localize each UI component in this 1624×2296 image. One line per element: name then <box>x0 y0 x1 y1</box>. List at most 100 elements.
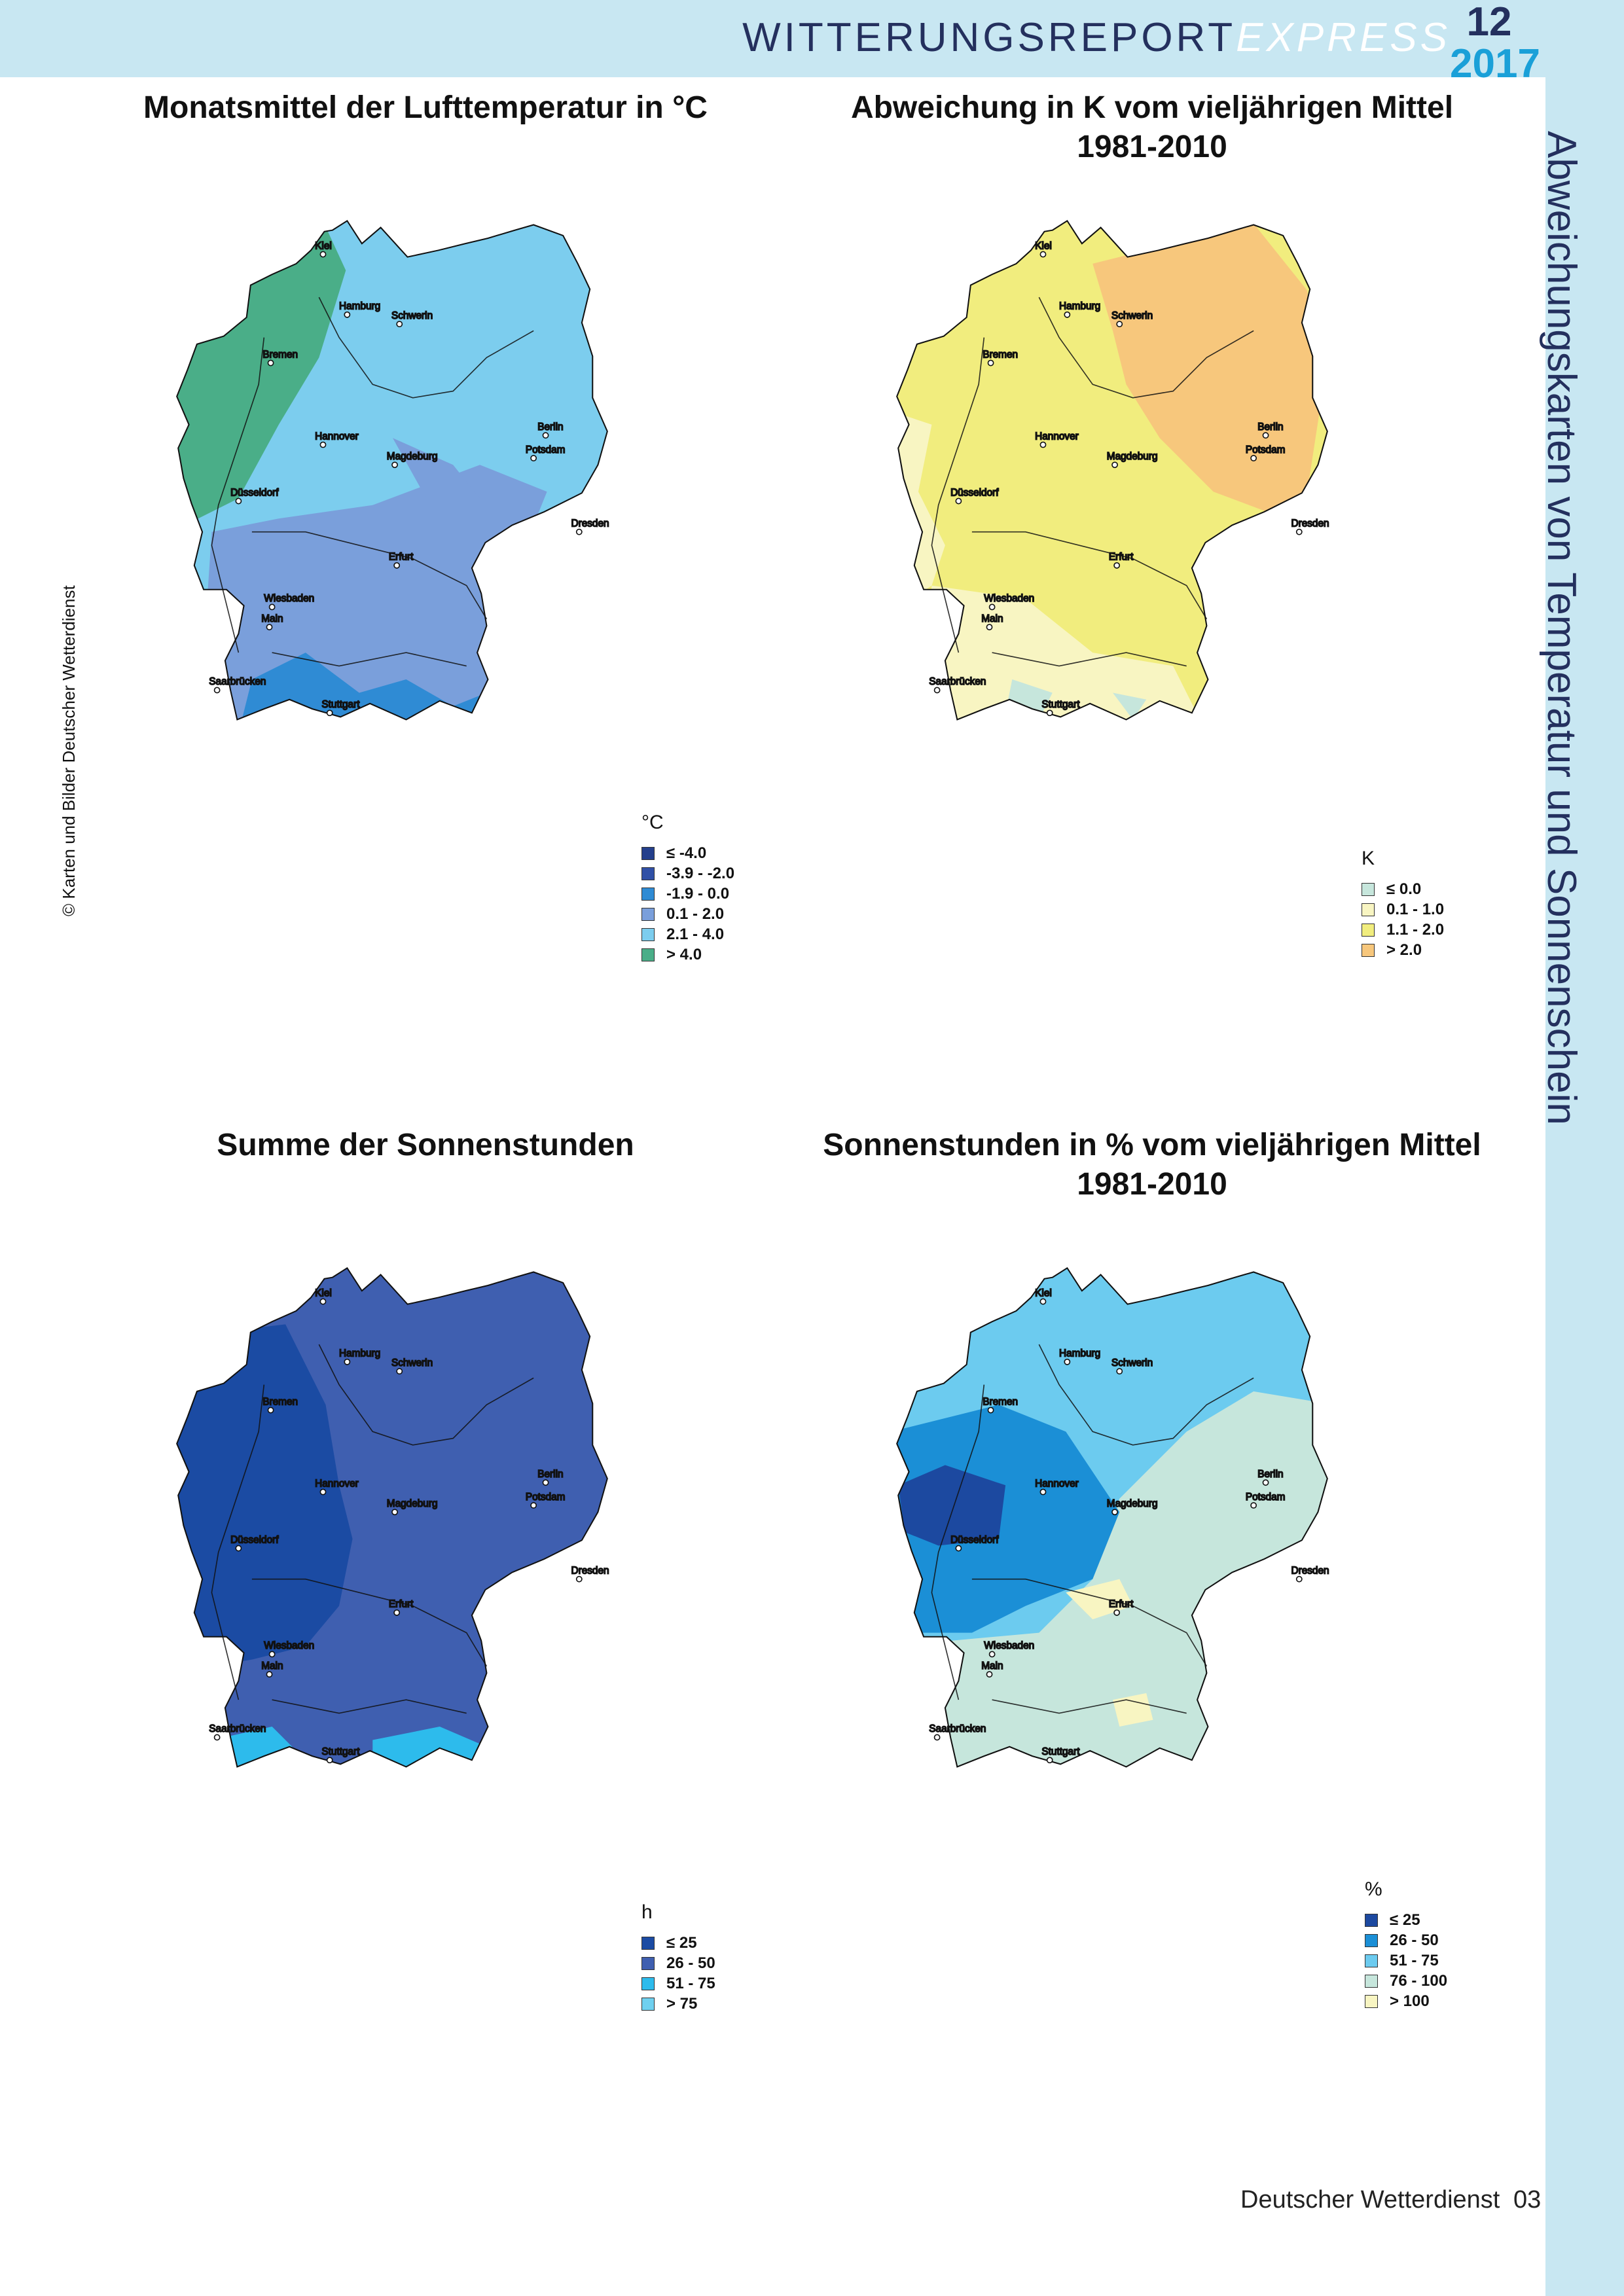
city-label: Erfurt <box>1109 552 1134 563</box>
legend-entry: 51 - 75 <box>641 1973 715 1994</box>
city-dot <box>213 687 221 694</box>
legend-label: 0.1 - 2.0 <box>666 905 725 923</box>
city-dot <box>326 709 333 717</box>
legend-label: 0.1 - 1.0 <box>1386 900 1445 918</box>
legend-sunshine: h ≤ 25 26 - 50 51 - 75 > 75 <box>641 1901 715 2014</box>
legend-entry: ≤ -4.0 <box>641 843 734 863</box>
city-label: Berlin <box>537 422 563 433</box>
brand-main: WITTERUNGSREPORT <box>742 15 1236 60</box>
legend-label: ≤ -4.0 <box>666 844 707 862</box>
city-dot <box>986 624 993 631</box>
city-label: Main <box>261 613 283 624</box>
issue-year: 2017 <box>1450 41 1540 86</box>
map-temperature: Kiel Hamburg Schwerin Bremen Berlin Potsdam Ha… <box>176 220 609 721</box>
city-label: Schwerin <box>1111 310 1153 321</box>
panel-title-sunshine-anomaly: Sonnenstunden in % vom vieljährigen Mitt… <box>823 1128 1481 1202</box>
city-label: Dresden <box>571 1565 609 1576</box>
city-dot <box>988 1651 996 1658</box>
city-dot <box>575 1575 583 1583</box>
legend-label: > 100 <box>1390 1992 1430 2010</box>
city-dot <box>1039 1298 1047 1305</box>
legend-temperature: °C ≤ -4.0 -3.9 - -2.0 -1.9 - 0.0 0.1 - 2.0 2… <box>641 812 734 965</box>
city-dot <box>1046 1757 1053 1764</box>
city-label: Kiel <box>315 1287 332 1299</box>
map-temperature-anomaly: Kiel Hamburg Schwerin Bremen Berlin Potsdam Ha… <box>896 220 1329 721</box>
city-dot <box>266 1671 273 1678</box>
city-label: Saarbrücken <box>929 676 986 687</box>
city-label: Wiesbaden <box>264 593 314 604</box>
city-label: Bremen <box>983 1396 1018 1407</box>
city-dot <box>391 1509 398 1516</box>
city-label: Bremen <box>262 349 298 360</box>
legend-label: 26 - 50 <box>1390 1931 1439 1949</box>
city-dot <box>391 461 398 469</box>
legend-label: 2.1 - 4.0 <box>666 925 725 943</box>
city-label: Berlin <box>1257 1469 1283 1480</box>
city-dot <box>933 687 941 694</box>
city-label: Düsseldorf <box>230 1534 279 1545</box>
legend-swatch <box>641 927 655 941</box>
legend-label: 76 - 100 <box>1390 1971 1448 1990</box>
city-label: Potsdam <box>526 444 566 456</box>
city-label: Schwerin <box>1111 1357 1153 1369</box>
city-label: Saarbrücken <box>929 1723 986 1734</box>
header-band <box>0 0 1624 77</box>
city-label: Stuttgart <box>1041 1746 1080 1757</box>
legend-swatch <box>641 1977 655 1990</box>
city-label: Hamburg <box>1059 301 1100 312</box>
city-label: Berlin <box>1257 422 1283 433</box>
legend-swatch <box>641 1997 655 2011</box>
city-dot <box>530 455 537 461</box>
city-dot <box>344 311 351 318</box>
city-dot <box>344 1358 351 1365</box>
city-label: Saarbrücken <box>209 676 266 687</box>
city-label: Hannover <box>1035 1478 1079 1489</box>
city-label: Stuttgart <box>321 699 360 710</box>
city-dot <box>1295 1575 1303 1583</box>
city-label: Dresden <box>1291 518 1329 529</box>
legend-swatch <box>641 907 655 921</box>
legend-unit: % <box>1365 1878 1382 1900</box>
city-label: Erfurt <box>1109 1599 1134 1610</box>
city-label: Kiel <box>1035 1287 1052 1299</box>
map-sunshine: Kiel Hamburg Schwerin Bremen Berlin Potsdam Ha… <box>176 1267 609 1768</box>
city-label: Potsdam <box>1246 1492 1286 1503</box>
city-dot <box>266 624 273 631</box>
city-label: Magdeburg <box>387 451 438 462</box>
legend-entry: ≤ 25 <box>641 1933 715 1953</box>
legend-swatch <box>1362 923 1375 937</box>
side-title: Abweichungskarten von Temperatur und Son… <box>1539 131 1584 1125</box>
legend-entry: -3.9 - -2.0 <box>641 863 734 884</box>
legend-unit: °C <box>641 812 664 833</box>
city-dot <box>1111 461 1118 469</box>
legend-label: ≤ 25 <box>666 1933 697 1952</box>
city-label: Wiesbaden <box>264 1640 314 1651</box>
city-label: Düsseldorf <box>950 487 999 498</box>
city-label: Düsseldorf <box>950 1534 999 1545</box>
city-dot <box>268 603 276 611</box>
legend-swatch <box>1362 943 1375 957</box>
city-markers: Kiel Hamburg Schwerin Bremen Berlin Potsdam Ha… <box>208 1287 609 1764</box>
city-label: Wiesbaden <box>984 593 1034 604</box>
legend-swatch <box>641 887 655 901</box>
city-dot <box>393 1609 401 1616</box>
legend-entry: 76 - 100 <box>1365 1971 1447 1991</box>
legend-swatch <box>1365 1994 1378 2008</box>
city-dot <box>319 1298 327 1305</box>
legend-swatch <box>641 1936 655 1950</box>
legend-entry: -1.9 - 0.0 <box>641 884 734 904</box>
city-dot <box>542 1479 549 1486</box>
legend-entry: 0.1 - 2.0 <box>641 904 734 924</box>
city-label: Magdeburg <box>387 1498 438 1509</box>
city-dot <box>267 1407 274 1414</box>
city-label: Hannover <box>315 1478 359 1489</box>
city-dot <box>319 1488 327 1496</box>
city-dot <box>1111 1509 1118 1516</box>
city-dot <box>1064 311 1071 318</box>
city-label: Stuttgart <box>321 1746 360 1757</box>
city-label: Magdeburg <box>1107 451 1158 462</box>
city-label: Schwerin <box>391 310 433 321</box>
legend-entry: ≤ 25 <box>1365 1910 1447 1930</box>
legend-entry: 1.1 - 2.0 <box>1362 920 1444 940</box>
city-dot <box>575 528 583 535</box>
